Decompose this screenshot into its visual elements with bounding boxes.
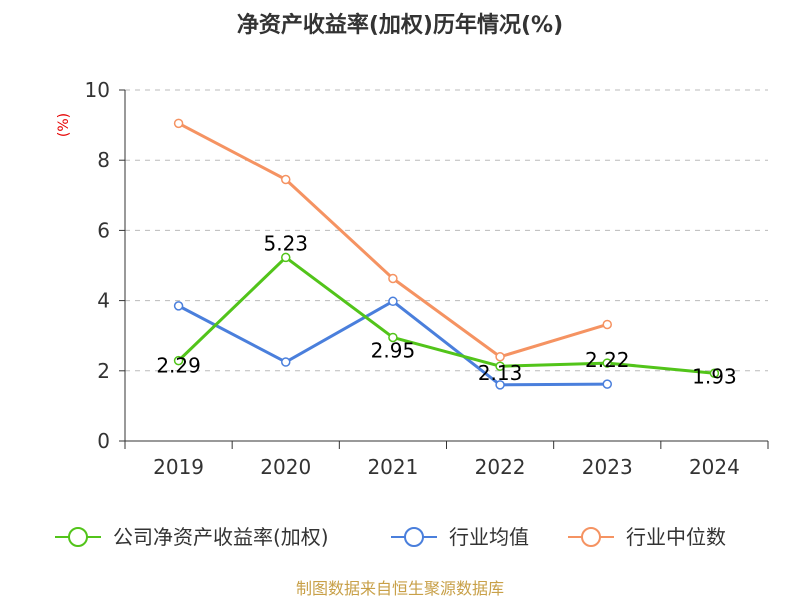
legend-label: 行业均值 [449,525,529,549]
data-labels: 2.29 5.23 2.95 2.13 2.22 1.93 [156,231,736,388]
x-tick-label: 2024 [689,455,740,479]
data-label: 2.13 [478,361,523,385]
data-label: 5.23 [263,231,308,255]
series-1 [173,296,612,390]
data-label: 1.93 [692,364,737,388]
legend-marker [581,527,601,547]
x-tick-label: 2020 [260,455,311,479]
data-point[interactable] [388,273,398,284]
gridlines [125,89,768,372]
data-point[interactable] [495,380,505,390]
legend-label: 公司净资产收益率(加权) [113,525,329,549]
data-point[interactable] [709,368,720,379]
data-point[interactable] [173,118,184,129]
y-tick-label: 4 [97,289,110,313]
series-2 [173,118,612,362]
y-tick-label: 10 [85,78,110,102]
y-tick-label: 8 [97,148,110,172]
y-tick-label: 6 [97,218,110,242]
x-tick-label: 2023 [582,455,633,479]
data-point[interactable] [173,355,184,366]
data-point[interactable] [495,361,505,371]
source-note: 制图数据来自恒生聚源数据库 [296,579,504,598]
axes: 0 2 4 6 8 10 2019 2020 2021 2022 2023 2024 [85,78,769,479]
series-group [173,118,720,390]
legend-item-1[interactable]: 行业均值 [391,525,529,549]
data-point[interactable] [602,319,612,330]
legend-marker [68,527,88,547]
y-tick-label: 2 [97,359,110,383]
y-axis-unit: (%) [56,113,72,137]
data-point[interactable] [173,301,184,311]
data-label: 2.22 [585,348,630,372]
series-line [177,255,715,375]
data-point[interactable] [281,174,291,185]
y-tick-label: 0 [97,429,110,453]
legend[interactable]: 公司净资产收益率(加权) 行业均值 行业中位数 [55,525,726,549]
legend-item-2[interactable]: 行业中位数 [568,525,726,549]
data-point[interactable] [281,252,291,263]
legend-marker [404,527,424,547]
series-0 [173,252,720,379]
x-tick-label: 2022 [475,455,526,479]
legend-item-0[interactable]: 公司净资产收益率(加权) [55,525,329,549]
chart-title: 净资产收益率(加权)历年情况(%) [237,12,563,38]
data-point[interactable] [388,332,398,343]
data-point[interactable] [388,296,398,307]
data-point[interactable] [281,357,291,367]
data-point[interactable] [495,352,505,362]
data-point[interactable] [602,358,612,368]
data-point[interactable] [602,379,612,389]
data-label: 2.95 [371,338,416,362]
x-tick-label: 2021 [367,455,418,479]
legend-label: 行业中位数 [626,525,726,549]
x-tick-label: 2019 [153,455,204,479]
data-label: 2.29 [156,354,201,378]
series-line [177,122,608,359]
